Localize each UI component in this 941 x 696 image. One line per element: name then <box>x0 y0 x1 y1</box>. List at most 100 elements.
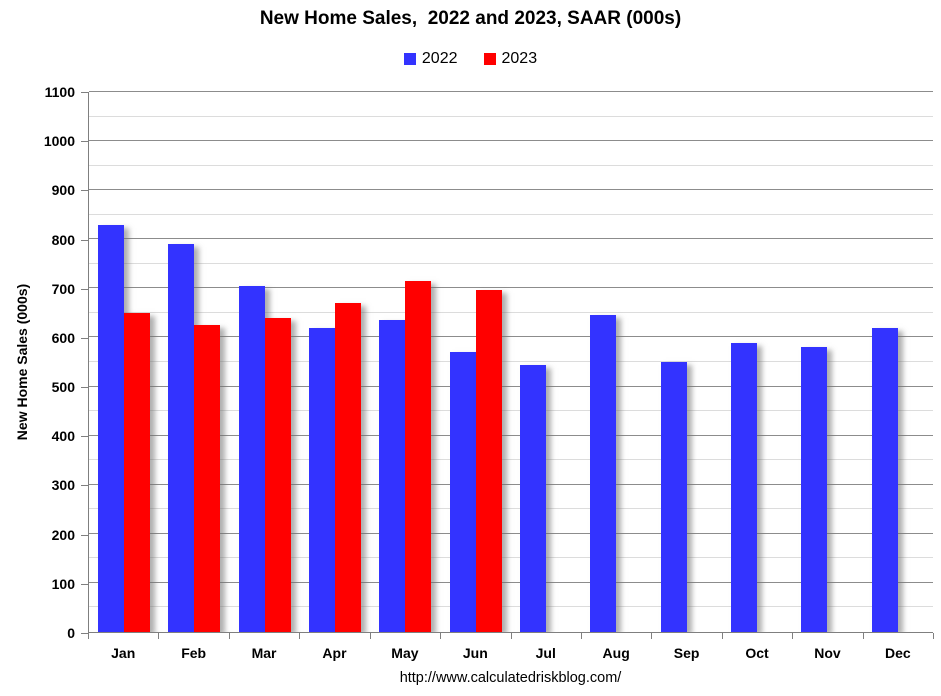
minor-gridline-850 <box>89 213 933 215</box>
minor-gridline-150 <box>89 557 933 559</box>
x-tick-mark-12 <box>933 633 934 639</box>
plot-area <box>88 91 933 633</box>
x-label-may: May <box>391 645 419 661</box>
minor-gridline-350 <box>89 459 933 461</box>
x-label-jan: Jan <box>111 645 136 661</box>
x-label-dec: Dec <box>885 645 911 661</box>
y-tick-mark-200 <box>81 534 88 536</box>
minor-gridline-950 <box>89 164 933 166</box>
x-label-nov: Nov <box>814 645 841 661</box>
bar-group-aug <box>581 92 651 632</box>
y-tick-mark-300 <box>81 485 88 487</box>
x-tick-mark-10 <box>792 633 794 639</box>
x-label-apr: Apr <box>322 645 347 661</box>
x-tick-mark-7 <box>580 633 582 639</box>
bar-2022-dec <box>871 327 898 632</box>
y-tick-label-300: 300 <box>51 477 75 494</box>
bar-2023-apr <box>335 303 362 632</box>
bar-2022-sep <box>660 362 687 632</box>
bar-2022-jan <box>98 224 125 632</box>
y-tick-label-100: 100 <box>51 575 75 592</box>
bar-group-jun <box>441 92 511 632</box>
y-axis-ticks: 0 100 200 300 400 500 600 700 800 900 1000 1100 <box>0 84 88 641</box>
y-tick-label-1000: 1000 <box>43 133 75 150</box>
y-tick-label-800: 800 <box>51 231 75 248</box>
chart-title: New Home Sales, 2022 and 2023, SAAR (000… <box>259 8 682 29</box>
bar-group-sep <box>652 92 722 632</box>
y-tick-label-200: 200 <box>51 526 75 543</box>
bar-2022-feb <box>168 244 195 632</box>
legend-item-2022: 2022 <box>403 50 458 68</box>
y-tick-label-1100: 1100 <box>44 84 75 100</box>
minor-gridline-650 <box>89 311 933 313</box>
bar-2023-may <box>405 281 432 632</box>
y-tick-mark-1000 <box>81 141 88 143</box>
major-gridline-100 <box>89 581 933 583</box>
x-axis-labels: Jan Feb Mar Apr May Jun Jul Aug Sep Oct Nov Dec <box>88 645 933 661</box>
bar-2022-aug <box>590 315 617 632</box>
bar-group-jan <box>89 92 159 632</box>
x-tick-mark-4 <box>369 633 371 639</box>
y-tick-mark-100 <box>81 583 88 585</box>
bar-group-jul <box>511 92 581 632</box>
bar-2023-feb <box>194 325 221 632</box>
bar-group-oct <box>722 92 792 632</box>
y-tick-mark-900 <box>81 190 88 192</box>
bar-2022-mar <box>238 285 265 632</box>
x-axis-ticks <box>88 633 934 639</box>
x-label-sep: Sep <box>673 645 700 661</box>
minor-gridline-250 <box>89 508 933 510</box>
x-tick-mark-6 <box>510 633 512 639</box>
bar-2023-jun <box>475 289 502 632</box>
bar-group-apr <box>300 92 370 632</box>
bar-2022-may <box>379 320 406 632</box>
y-tick-label-900: 900 <box>51 182 75 199</box>
y-tick-mark-600 <box>81 337 88 339</box>
legend-item-2023: 2023 <box>483 50 538 68</box>
bar-2022-jul <box>520 365 547 632</box>
bar-2022-jun <box>449 352 476 632</box>
legend: 2022 2023 <box>0 50 941 68</box>
x-tick-mark-1 <box>158 633 160 639</box>
y-tick-label-700: 700 <box>51 280 75 297</box>
major-gridline-400 <box>89 434 933 436</box>
y-tick-mark-0 <box>81 633 88 634</box>
footer-url: http://www.calculatedriskblog.com/ <box>399 670 622 686</box>
legend-swatch-2023-icon <box>483 53 496 65</box>
major-gridline-600 <box>89 336 933 338</box>
major-gridline-1000 <box>89 140 933 142</box>
legend-label-2023: 2023 <box>501 50 538 67</box>
x-tick-mark-5 <box>440 633 442 639</box>
bar-2023-mar <box>264 317 291 632</box>
legend-label-2022: 2022 <box>421 50 458 67</box>
minor-gridline-550 <box>89 361 933 362</box>
y-tick-mark-700 <box>81 288 88 290</box>
x-tick-mark-0 <box>88 633 89 639</box>
y-tick-label-600: 600 <box>51 329 75 346</box>
y-tick-label-0: 0 <box>67 625 75 641</box>
x-label-oct: Oct <box>745 645 769 661</box>
x-label-mar: Mar <box>251 645 277 661</box>
x-tick-mark-11 <box>862 633 864 639</box>
y-tick-mark-1100 <box>81 92 88 93</box>
y-tick-label-400: 400 <box>51 428 75 445</box>
y-tick-mark-400 <box>81 436 88 438</box>
bar-group-dec <box>863 92 933 632</box>
major-gridline-700 <box>89 287 933 289</box>
x-label-aug: Aug <box>602 645 630 661</box>
x-tick-mark-9 <box>721 633 723 639</box>
minor-gridline-50 <box>89 606 933 608</box>
x-label-jul: Jul <box>535 645 556 661</box>
x-label-feb: Feb <box>181 645 207 661</box>
major-gridline-1100 <box>89 91 933 92</box>
bar-2022-nov <box>801 347 828 632</box>
x-label-jun: Jun <box>462 645 488 661</box>
y-tick-label-500: 500 <box>51 379 75 396</box>
bar-2023-jan <box>124 312 151 632</box>
gridlines <box>89 91 933 632</box>
major-gridline-900 <box>89 189 933 191</box>
major-gridline-800 <box>89 238 933 240</box>
x-tick-mark-3 <box>299 633 301 639</box>
major-gridline-300 <box>89 483 933 485</box>
